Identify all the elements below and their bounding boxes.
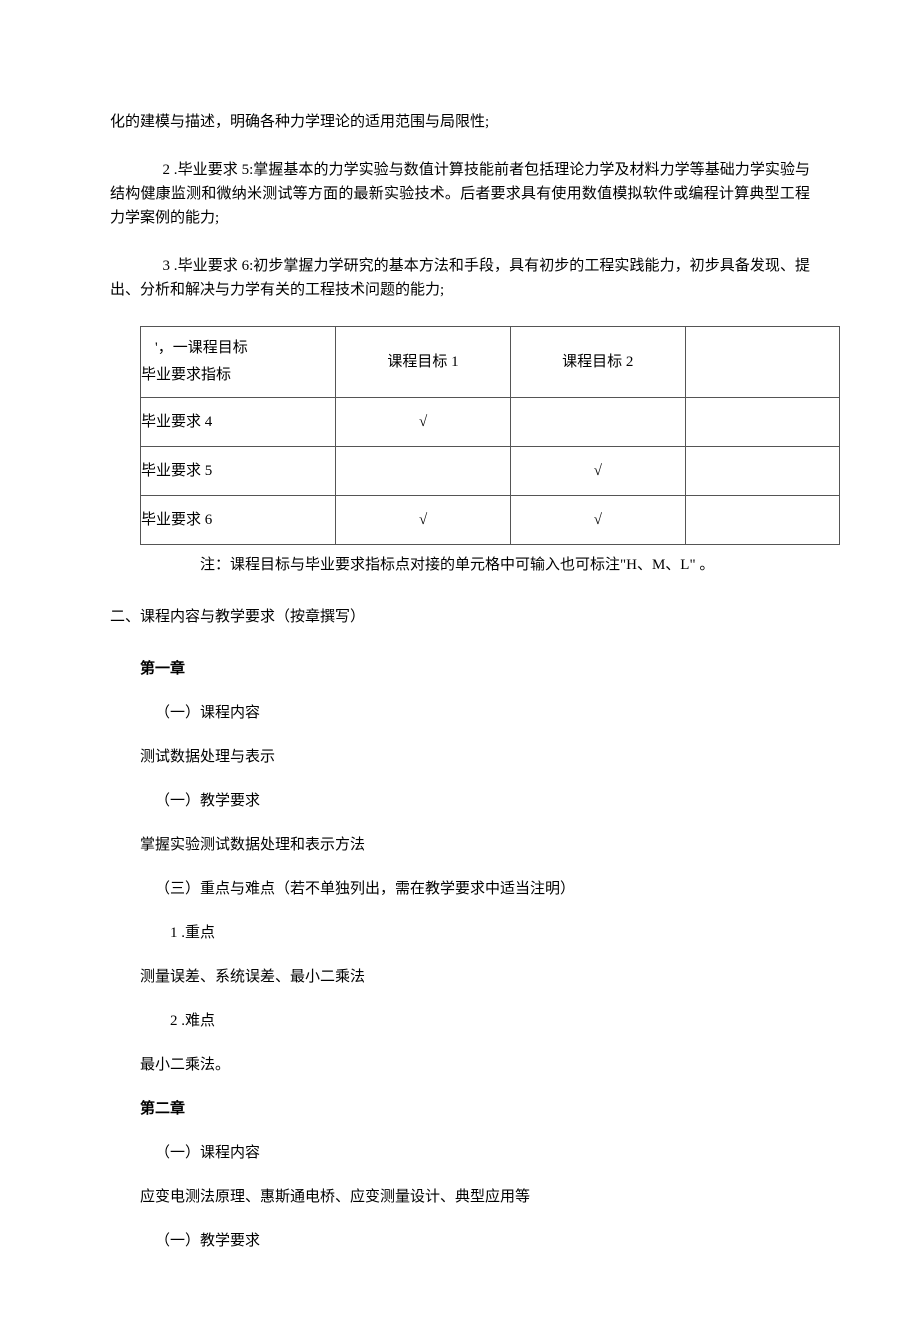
chapter-2-title: 第二章 — [110, 1097, 810, 1121]
row-cell: √ — [336, 398, 511, 447]
row-cell — [510, 398, 685, 447]
ch1-difficulty-body: 最小二乘法。 — [110, 1053, 810, 1077]
table-row: 毕业要求 5 √ — [141, 447, 840, 496]
grad-req-6-paragraph: 3 .毕业要求 6:初步掌握力学研究的基本方法和手段，具有初步的工程实践能力，初… — [110, 254, 810, 302]
ch1-teaching-label: （一）教学要求 — [110, 789, 810, 813]
ch1-key-difficulty-label: （三）重点与难点（若不单独列出，需在教学要求中适当注明） — [110, 877, 810, 901]
intro-paragraph-0: 化的建模与描述，明确各种力学理论的适用范围与局限性; — [110, 110, 810, 134]
row-cell — [336, 447, 511, 496]
row-cell — [685, 496, 839, 545]
chapter-1: 第一章 （一）课程内容 测试数据处理与表示 （一）教学要求 掌握实验测试数据处理… — [110, 657, 810, 1077]
table-header-col2: 课程目标 1 — [336, 327, 511, 398]
page-content: 化的建模与描述，明确各种力学理论的适用范围与局限性; 2 .毕业要求 5:掌握基… — [0, 0, 920, 1333]
ch1-teaching-body: 掌握实验测试数据处理和表示方法 — [110, 833, 810, 857]
row-cell — [685, 398, 839, 447]
table-corner-header: '，一课程目标 毕业要求指标 — [141, 327, 336, 398]
grad-req-5-paragraph: 2 .毕业要求 5:掌握基本的力学实验与数值计算技能前者包括理论力学及材料力学等… — [110, 158, 810, 230]
ch1-keypoint-body: 测量误差、系统误差、最小二乘法 — [110, 965, 810, 989]
table-header-col4 — [685, 327, 839, 398]
row-cell: √ — [510, 496, 685, 545]
ch1-content-body: 测试数据处理与表示 — [110, 745, 810, 769]
ch1-keypoint-label: 1 .重点 — [110, 921, 810, 945]
chapter-2: 第二章 （一）课程内容 应变电测法原理、惠斯通电桥、应变测量设计、典型应用等 （… — [110, 1097, 810, 1253]
row-label: 毕业要求 4 — [141, 398, 336, 447]
row-cell — [685, 447, 839, 496]
row-label: 毕业要求 5 — [141, 447, 336, 496]
row-cell: √ — [336, 496, 511, 545]
objectives-requirements-table: '，一课程目标 毕业要求指标 课程目标 1 课程目标 2 毕业要求 4 √ 毕业… — [140, 326, 840, 545]
table-row: 毕业要求 4 √ — [141, 398, 840, 447]
chapter-1-title: 第一章 — [110, 657, 810, 681]
row-label: 毕业要求 6 — [141, 496, 336, 545]
table-header-row: '，一课程目标 毕业要求指标 课程目标 1 课程目标 2 — [141, 327, 840, 398]
corner-line-1: '，一课程目标 — [141, 335, 335, 362]
section-2-heading: 二、课程内容与教学要求（按章撰写） — [110, 605, 810, 629]
ch2-content-label: （一）课程内容 — [110, 1141, 810, 1165]
table-header-col3: 课程目标 2 — [510, 327, 685, 398]
ch2-teaching-label: （一）教学要求 — [110, 1229, 810, 1253]
row-cell: √ — [510, 447, 685, 496]
ch2-content-body: 应变电测法原理、惠斯通电桥、应变测量设计、典型应用等 — [110, 1185, 810, 1209]
ch1-difficulty-label: 2 .难点 — [110, 1009, 810, 1033]
ch1-content-label: （一）课程内容 — [110, 701, 810, 725]
corner-line-2: 毕业要求指标 — [141, 362, 335, 389]
table-row: 毕业要求 6 √ √ — [141, 496, 840, 545]
table-note: 注：课程目标与毕业要求指标点对接的单元格中可输入也可标注"H、M、L" 。 — [110, 553, 810, 577]
